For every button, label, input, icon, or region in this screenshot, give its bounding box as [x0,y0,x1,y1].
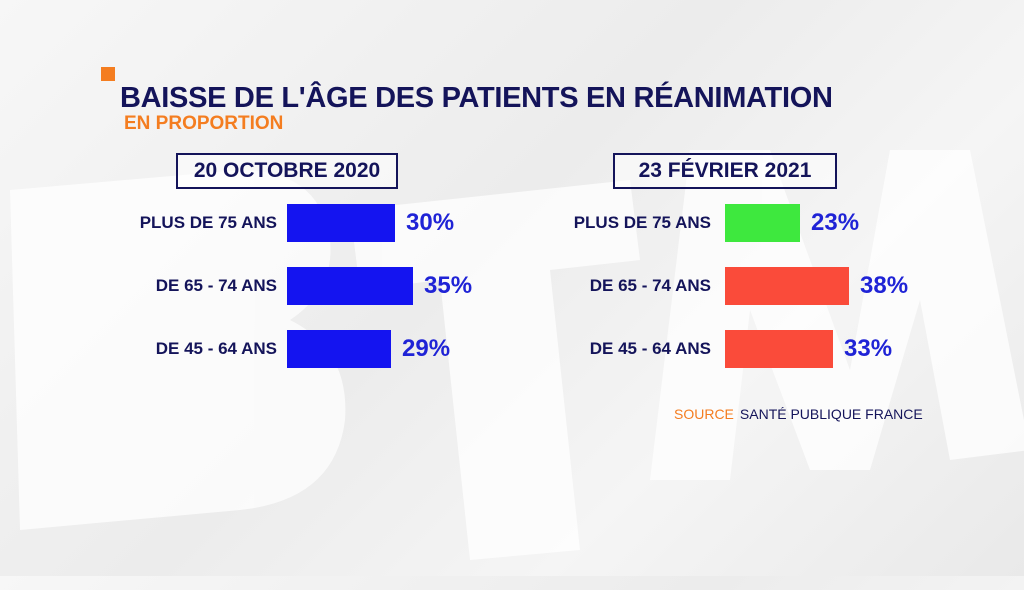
value-label: 33% [844,335,893,362]
value-label: 30% [406,209,455,236]
source-label: SOURCE [674,406,734,422]
value-label: 35% [424,272,473,299]
value-label: 29% [402,335,451,362]
category-label: DE 45 - 64 ANS [589,339,711,358]
source-name: SANTÉ PUBLIQUE FRANCE [739,406,923,422]
category-label: DE 65 - 74 ANS [155,276,277,295]
panel-date-right: 23 FÉVRIER 2021 [613,153,837,189]
panel-date-left: 20 OCTOBRE 2020 [176,153,398,189]
source-note: SOURCE SANTÉ PUBLIQUE FRANCE [674,406,923,422]
category-label: DE 65 - 74 ANS [589,276,711,295]
bar [725,330,833,368]
accent-square [101,67,115,81]
category-label: PLUS DE 75 ANS [139,213,277,232]
bar [725,204,800,242]
page-title: BAISSE DE L'ÂGE DES PATIENTS EN RÉANIMAT… [120,82,833,114]
value-label: 23% [811,209,860,236]
bar [725,267,849,305]
bar [287,204,395,242]
category-label: PLUS DE 75 ANS [573,213,711,232]
page-subtitle: EN PROPORTION [124,113,284,134]
bar [287,267,413,305]
category-label: DE 45 - 64 ANS [155,339,277,358]
bar [287,330,391,368]
value-label: 38% [860,272,909,299]
